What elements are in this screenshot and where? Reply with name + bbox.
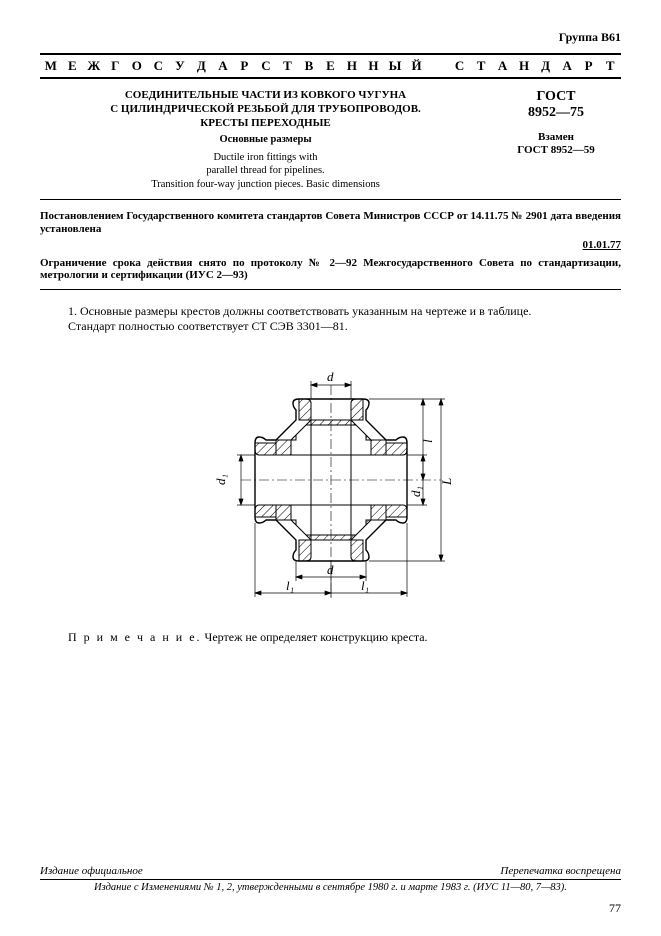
banner-char [427, 58, 449, 74]
banner-char: С [148, 58, 170, 74]
gost-label: ГОСТ [491, 89, 621, 105]
banner-char: Д [191, 58, 213, 74]
cross-section-diagram: d d l₁ l₁ d₁ d₁ l L [201, 365, 461, 605]
header-right: ГОСТ 8952—75 Взамен ГОСТ 8952—59 [491, 89, 621, 191]
banner-char: С [449, 58, 471, 74]
banner-char: Е [320, 58, 342, 74]
note-label: П р и м е ч а н и е. [68, 630, 202, 644]
header-left: СОЕДИНИТЕЛЬНЫЕ ЧАСТИ ИЗ КОВКОГО ЧУГУНА С… [40, 89, 491, 191]
banner-char: У [169, 58, 191, 74]
footer-left: Издание официальное [40, 865, 143, 877]
decree-text: Постановлением Государственного комитета… [40, 210, 621, 253]
replace-value: ГОСТ 8952—59 [491, 144, 621, 157]
paragraph-1: 1. Основные размеры крестов должны соотв… [40, 304, 621, 320]
title-line: СОЕДИНИТЕЛЬНЫЕ ЧАСТИ ИЗ КОВКОГО ЧУГУНА [40, 89, 491, 103]
banner-char: Ы [384, 58, 406, 74]
title-line: С ЦИЛИНДРИЧЕСКОЙ РЕЗЬБОЙ ДЛЯ ТРУБОПРОВОД… [40, 103, 491, 117]
page-number: 77 [40, 901, 621, 916]
title-en-line: parallel thread for pipelines. [40, 164, 491, 177]
replace-block: Взамен ГОСТ 8952—59 [491, 131, 621, 157]
dim-L-outer: L [439, 478, 454, 486]
dim-d1-right: d₁ [408, 486, 423, 497]
dim-d-bottom: d [327, 562, 334, 577]
banner-char: Г [105, 58, 127, 74]
replace-label: Взамен [491, 131, 621, 144]
banner-char: Ж [83, 58, 105, 74]
banner-char: Т [599, 58, 621, 74]
subtitle-ru: Основные размеры [40, 134, 491, 145]
dim-d-top: d [327, 369, 334, 384]
dim-d1-left: d₁ [213, 474, 228, 485]
gost-number: 8952—75 [491, 105, 621, 121]
footer-row-2: Издание с Изменениями № 1, 2, утвержденн… [40, 882, 621, 893]
banner-char: Н [341, 58, 363, 74]
title-en-line: Transition four-way junction pieces. Bas… [40, 178, 491, 191]
restriction-text: Ограничение срока действия снято по прот… [40, 257, 621, 290]
banner-char: Р [578, 58, 600, 74]
standard-banner: МЕЖГОСУДАРСТВЕННЫЙСТАНДАРТ [40, 53, 621, 79]
dim-l1-left: l₁ [286, 578, 294, 593]
footer-right: Перепечатка воспрещена [500, 865, 621, 877]
paragraph-2: Стандарт полностью соответствует СТ СЭВ … [40, 319, 621, 335]
banner-char: А [492, 58, 514, 74]
banner-char: В [298, 58, 320, 74]
banner-char: А [556, 58, 578, 74]
banner-char: Е [62, 58, 84, 74]
footer-row-1: Издание официальное Перепечатка воспреще… [40, 865, 621, 880]
banner-char: Р [234, 58, 256, 74]
diagram-container: d d l₁ l₁ d₁ d₁ l L [40, 365, 621, 610]
dim-l1-right: l₁ [361, 578, 369, 593]
title-en-line: Ductile iron fittings with [40, 151, 491, 164]
dim-l-inner: l [420, 439, 435, 443]
decree-date: 01.01.77 [40, 239, 621, 253]
title-line: КРЕСТЫ ПЕРЕХОДНЫЕ [40, 117, 491, 131]
banner-char: Н [513, 58, 535, 74]
note-text: Чертеж не определяет конструкцию креста. [205, 630, 428, 644]
banner-char: Й [406, 58, 428, 74]
banner-char: С [255, 58, 277, 74]
banner-char: О [126, 58, 148, 74]
title-ru: СОЕДИНИТЕЛЬНЫЕ ЧАСТИ ИЗ КОВКОГО ЧУГУНА С… [40, 89, 491, 130]
banner-char: М [40, 58, 62, 74]
note: П р и м е ч а н и е. Чертеж не определяе… [40, 630, 621, 645]
banner-char: Н [363, 58, 385, 74]
banner-char: Т [470, 58, 492, 74]
banner-char: А [212, 58, 234, 74]
group-label: Группа В61 [40, 30, 621, 45]
document-page: Группа В61 МЕЖГОСУДАРСТВЕННЫЙСТАНДАРТ СО… [0, 0, 661, 936]
footer: Издание официальное Перепечатка воспреще… [40, 865, 621, 916]
title-en: Ductile iron fittings with parallel thre… [40, 151, 491, 190]
decree-body: Постановлением Государственного комитета… [40, 210, 621, 236]
banner-char: Т [277, 58, 299, 74]
header-block: СОЕДИНИТЕЛЬНЫЕ ЧАСТИ ИЗ КОВКОГО ЧУГУНА С… [40, 89, 621, 200]
banner-char: Д [535, 58, 557, 74]
